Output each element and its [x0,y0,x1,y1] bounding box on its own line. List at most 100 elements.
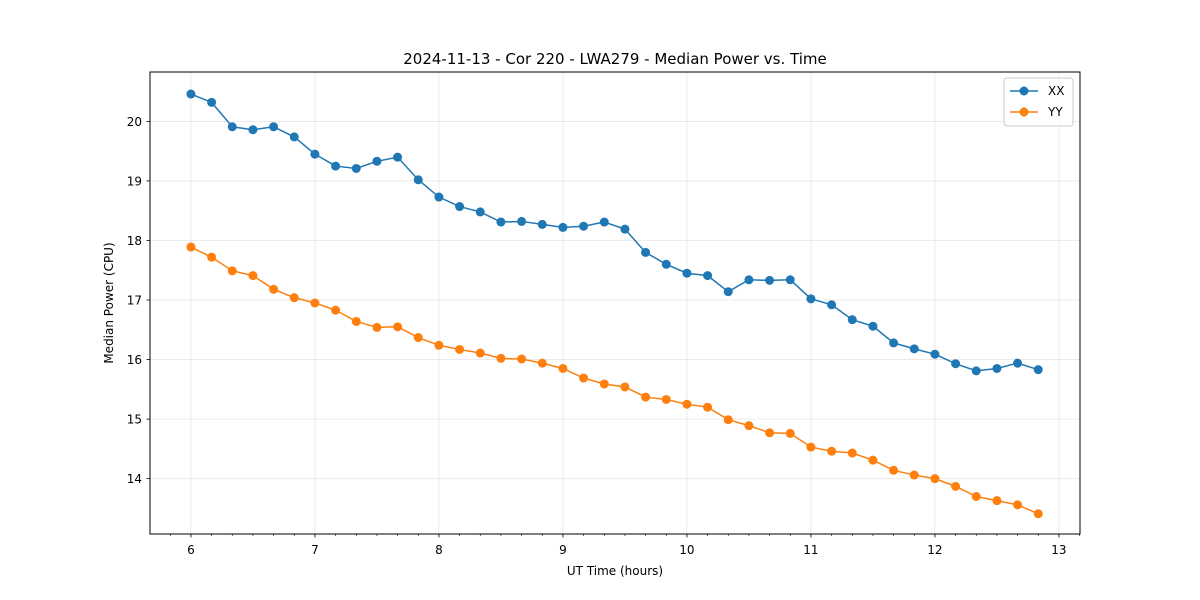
data-point-yy [476,349,485,358]
data-point-xx [620,225,629,234]
x-tick-label: 11 [803,543,818,557]
data-point-yy [228,266,237,275]
data-point-yy [496,354,505,363]
data-point-xx [703,271,712,280]
data-point-xx [868,322,877,331]
data-point-yy [972,492,981,501]
legend-marker-xx [1020,87,1029,96]
data-point-yy [724,415,733,424]
data-point-yy [889,466,898,475]
y-tick-label: 16 [127,353,142,367]
x-tick-label: 9 [559,543,567,557]
data-point-yy [786,429,795,438]
data-point-yy [682,400,691,409]
legend-marker-yy [1020,108,1029,117]
data-point-xx [848,315,857,324]
data-point-xx [930,350,939,359]
data-point-xx [600,218,609,227]
x-tick-label: 6 [187,543,195,557]
data-point-yy [538,359,547,368]
x-tick-label: 10 [679,543,694,557]
data-point-yy [393,322,402,331]
data-point-xx [724,287,733,296]
data-point-xx [248,125,257,134]
data-point-xx [641,248,650,257]
data-point-yy [930,474,939,483]
y-tick-label: 17 [127,294,142,308]
data-point-xx [496,218,505,227]
data-point-yy [517,354,526,363]
data-point-xx [207,98,216,107]
data-point-yy [310,299,319,308]
data-point-xx [1034,365,1043,374]
data-point-xx [827,300,836,309]
data-point-xx [1013,359,1022,368]
line-chart: 6 7 8 9 10 11 12 1314151617181920 2024-11-13 - … [0,0,1200,600]
data-point-xx [310,150,319,159]
data-point-xx [786,275,795,284]
data-point-yy [620,382,629,391]
x-tick-label: 12 [927,543,942,557]
data-point-xx [682,269,691,278]
x-tick-label: 8 [435,543,443,557]
data-point-xx [744,275,753,284]
data-point-xx [538,220,547,229]
data-point-yy [414,333,423,342]
data-point-xx [331,162,340,171]
y-tick-label: 15 [127,413,142,427]
data-point-xx [910,344,919,353]
y-tick-label: 18 [127,234,142,248]
y-axis-label: Median Power (CPU) [102,242,116,363]
data-point-xx [393,153,402,162]
data-point-xx [455,202,464,211]
data-point-xx [579,222,588,231]
legend-label-xx: XX [1048,84,1064,98]
data-point-xx [228,122,237,131]
data-point-yy [434,341,443,350]
data-point-yy [703,403,712,412]
data-point-yy [207,253,216,262]
data-point-yy [641,393,650,402]
data-point-yy [269,285,278,294]
data-point-yy [372,323,381,332]
data-point-xx [434,193,443,202]
data-point-yy [331,306,340,315]
data-point-xx [372,157,381,166]
data-point-yy [1034,509,1043,518]
data-point-yy [455,345,464,354]
y-tick-label: 19 [127,174,142,188]
data-point-xx [558,223,567,232]
data-point-yy [186,243,195,252]
data-point-xx [269,122,278,131]
x-tick-label: 13 [1051,543,1066,557]
legend-label-yy: YY [1047,105,1063,119]
data-point-xx [352,164,361,173]
data-point-yy [290,293,299,302]
data-point-xx [806,294,815,303]
data-point-yy [662,395,671,404]
data-point-yy [352,317,361,326]
x-tick-label: 7 [311,543,319,557]
data-point-yy [600,379,609,388]
data-point-yy [806,443,815,452]
legend: XX YY [1004,78,1073,126]
data-point-xx [951,359,960,368]
data-point-yy [248,271,257,280]
data-point-xx [414,175,423,184]
data-point-xx [517,217,526,226]
x-axis-label: UT Time (hours) [567,564,663,578]
data-point-yy [558,364,567,373]
data-point-yy [744,421,753,430]
data-point-yy [992,496,1001,505]
data-point-yy [1013,500,1022,509]
data-point-xx [476,207,485,216]
data-point-yy [579,374,588,383]
data-point-xx [290,132,299,141]
chart-title: 2024-11-13 - Cor 220 - LWA279 - Median P… [403,50,827,68]
data-point-yy [827,447,836,456]
data-point-xx [662,260,671,269]
data-point-yy [951,482,960,491]
data-point-xx [186,90,195,99]
data-point-xx [992,364,1001,373]
data-point-yy [910,471,919,480]
